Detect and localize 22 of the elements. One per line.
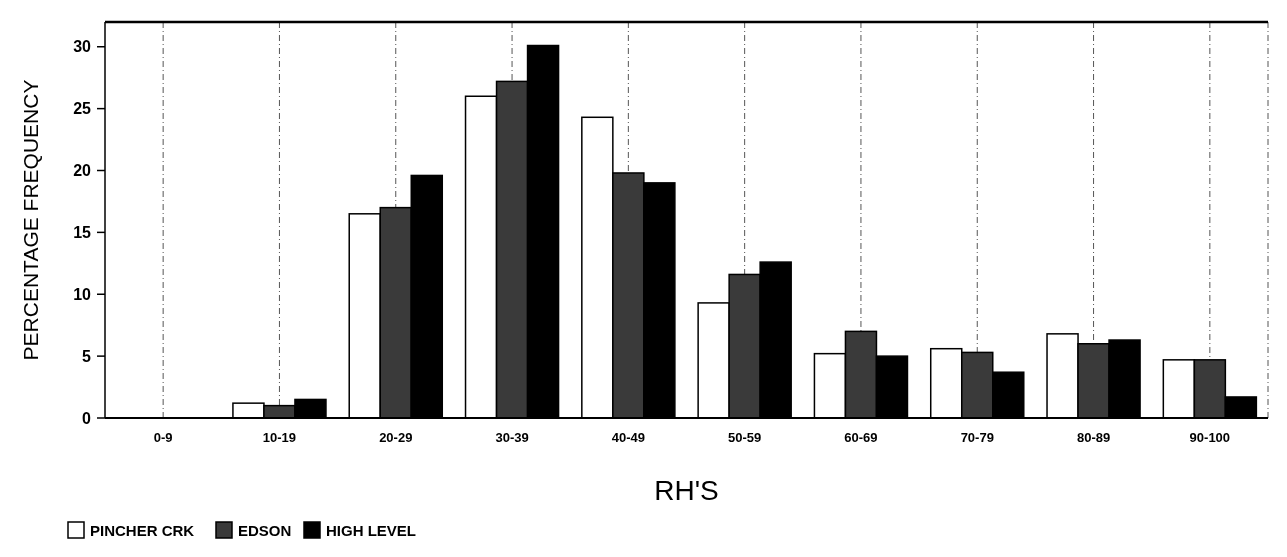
y-tick-label: 0 (82, 409, 92, 427)
legend-label: HIGH LEVEL (326, 522, 417, 539)
legend-label: PINCHER CRK (90, 522, 195, 539)
x-tick-label: 70-79 (960, 430, 994, 445)
x-tick-label: 90-100 (1189, 430, 1231, 445)
x-tick-label: 60-69 (844, 430, 878, 445)
x-tick-label: 10-19 (262, 430, 297, 445)
x-tick-label: 50-59 (728, 430, 762, 445)
y-tick-label: 10 (73, 285, 92, 303)
x-tick-label: 40-49 (611, 430, 645, 445)
x-tick-label: 20-29 (379, 430, 413, 445)
x-tick-label: 30-39 (495, 430, 529, 445)
legend-label: EDSON (238, 522, 292, 539)
y-axis-title: PERCENTAGE FREQUENCY (19, 79, 42, 361)
x-tick-label: 0-9 (153, 430, 173, 445)
y-tick-label: 25 (73, 100, 92, 118)
x-axis-title: RH'S (654, 475, 719, 506)
y-tick-label: 30 (73, 38, 92, 56)
y-tick-label: 20 (73, 162, 92, 180)
y-tick-label: 5 (82, 347, 92, 365)
y-tick-label: 15 (73, 223, 92, 241)
x-tick-label: 80-89 (1076, 430, 1111, 445)
